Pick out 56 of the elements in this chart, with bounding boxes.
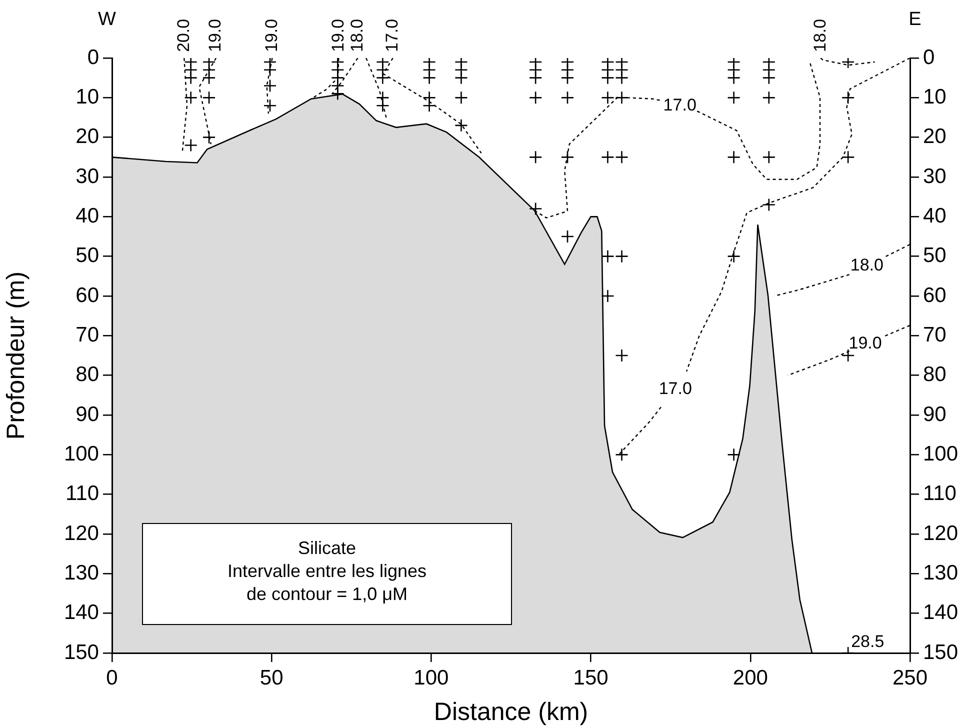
text: 18.0	[347, 18, 366, 52]
x-tick-label: 250	[892, 666, 928, 690]
x-tick-label: 200	[732, 666, 768, 690]
line-series	[820, 58, 876, 66]
series-label: 17.0	[658, 378, 692, 398]
y2-tick-label: 150	[923, 640, 958, 664]
y-tick-label: 110	[66, 482, 99, 506]
y2-tick-label: 30	[923, 164, 946, 188]
y2-tick-label: 100	[923, 442, 958, 466]
y-axis-title: Profondeur (m)	[2, 271, 30, 440]
y-tick-label: 30	[76, 164, 99, 188]
y2-tick-label: 120	[923, 522, 958, 545]
text: 19.0	[262, 18, 281, 52]
y2-tick-label: 110	[923, 482, 956, 506]
y2-tick-label: 20	[923, 125, 946, 148]
y2-tick-label: 70	[923, 323, 946, 346]
x-tick-label: 100	[414, 666, 449, 690]
y-tick-label: 90	[76, 402, 99, 426]
note-box: Silicate Intervalle entre les lignes de contour = 1,0 μM	[142, 523, 512, 625]
y2-tick-label: 50	[923, 244, 946, 268]
y2-tick-label: 90	[923, 402, 946, 426]
text: 20.0	[174, 18, 193, 52]
y-tick-label: 10	[76, 85, 99, 108]
y2-tick-label: 80	[923, 363, 946, 386]
y-tick-label: 100	[64, 442, 99, 466]
x-axis-title: Distance (km)	[434, 698, 588, 726]
y2-tick-label: 140	[923, 601, 958, 624]
x-tick-label: 0	[106, 666, 118, 690]
series-label: 17.0	[663, 96, 696, 115]
text: W	[98, 9, 116, 30]
y2-tick-label: 10	[923, 85, 946, 108]
y2-tick-label: 130	[923, 561, 958, 584]
y-tick-label: 60	[76, 284, 99, 307]
y-tick-label: 50	[76, 244, 99, 268]
y-tick-label: 140	[64, 601, 99, 624]
y-tick-label: 0	[87, 46, 99, 69]
text: 19.0	[328, 18, 348, 52]
y-tick-label: 80	[76, 363, 99, 386]
y2-tick-label: 0	[923, 46, 935, 69]
y-tick-label: 150	[64, 640, 99, 664]
y-tick-label: 70	[76, 323, 99, 346]
text: 17.0	[382, 18, 402, 52]
text: E	[908, 9, 922, 30]
y-tick-label: 130	[64, 561, 99, 584]
y2-tick-label: 40	[923, 204, 946, 228]
annotation: 28.5	[851, 632, 884, 652]
series-label: 18.0	[850, 256, 884, 275]
y2-tick-label: 60	[923, 284, 946, 307]
y-tick-label: 40	[76, 204, 99, 228]
x-tick-label: 150	[573, 666, 608, 690]
text: 18.0	[810, 18, 830, 52]
y-tick-label: 120	[64, 522, 99, 545]
x-tick-label: 50	[260, 666, 284, 690]
text: 19.0	[206, 18, 225, 52]
y-tick-label: 20	[76, 125, 99, 148]
series-label: 19.0	[848, 334, 882, 353]
